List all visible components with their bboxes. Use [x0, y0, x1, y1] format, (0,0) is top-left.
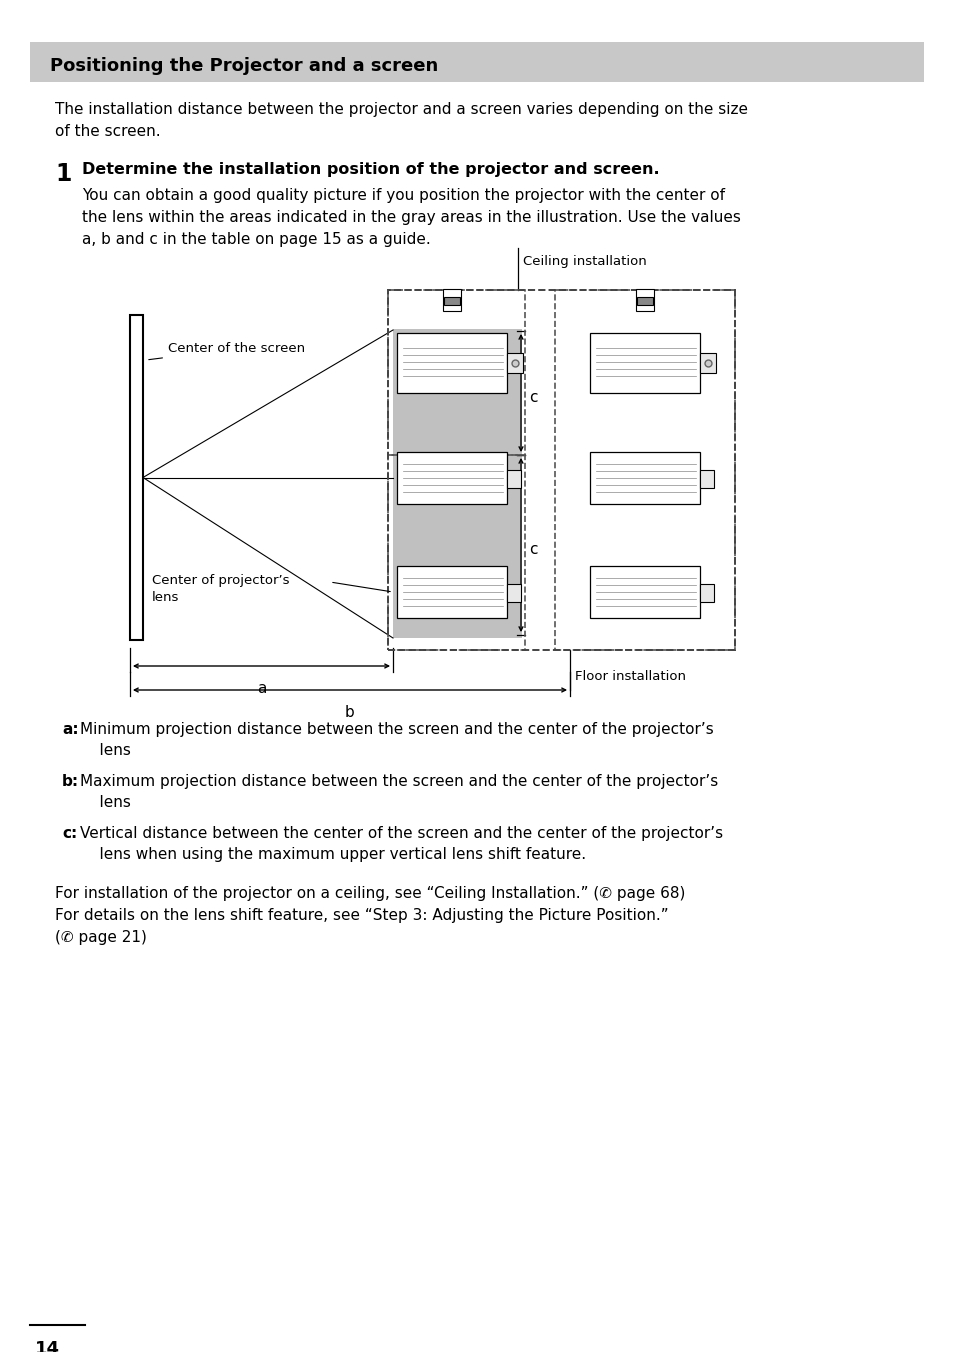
Bar — [30, 42, 923, 82]
Text: c: c — [529, 391, 537, 406]
Text: 14: 14 — [35, 1340, 60, 1352]
Bar — [700, 470, 713, 488]
Text: a: a — [256, 681, 266, 696]
Bar — [506, 353, 522, 373]
Text: a:: a: — [62, 722, 78, 737]
Text: Floor installation: Floor installation — [575, 671, 685, 683]
Bar — [396, 333, 506, 393]
Text: You can obtain a good quality picture if you position the projector with the cen: You can obtain a good quality picture if… — [82, 188, 740, 247]
Text: Center of the screen: Center of the screen — [149, 342, 305, 360]
Bar — [589, 452, 700, 504]
Bar — [388, 289, 524, 456]
Bar — [396, 452, 506, 504]
Bar — [700, 584, 713, 602]
Text: Determine the installation position of the projector and screen.: Determine the installation position of t… — [82, 162, 659, 177]
Bar — [700, 353, 716, 373]
Bar — [506, 584, 520, 602]
Bar — [396, 566, 506, 618]
Bar — [130, 315, 143, 639]
Bar — [388, 456, 524, 650]
Text: The installation distance between the projector and a screen varies depending on: The installation distance between the pr… — [55, 101, 747, 139]
Text: Minimum projection distance between the screen and the center of the projector’s: Minimum projection distance between the … — [80, 722, 713, 758]
Text: Positioning the Projector and a screen: Positioning the Projector and a screen — [50, 57, 437, 74]
Bar — [393, 329, 521, 638]
Text: Maximum projection distance between the screen and the center of the projector’s: Maximum projection distance between the … — [80, 773, 718, 810]
Text: 1: 1 — [55, 162, 71, 187]
Text: For installation of the projector on a ceiling, see “Ceiling Installation.” (✆ p: For installation of the projector on a c… — [55, 886, 684, 945]
Text: Center of projector’s
lens: Center of projector’s lens — [152, 575, 289, 604]
Bar — [506, 470, 520, 488]
Bar — [442, 289, 460, 311]
Bar — [589, 566, 700, 618]
Text: c: c — [529, 542, 537, 557]
Text: Ceiling installation: Ceiling installation — [522, 256, 646, 268]
Text: b:: b: — [62, 773, 79, 790]
Text: c:: c: — [62, 826, 77, 841]
Bar — [637, 297, 652, 306]
Bar — [589, 333, 700, 393]
Bar — [388, 289, 734, 650]
Bar — [443, 297, 459, 306]
Text: b: b — [345, 704, 355, 721]
Bar — [636, 289, 654, 311]
Text: Vertical distance between the center of the screen and the center of the project: Vertical distance between the center of … — [80, 826, 722, 863]
Bar — [555, 289, 734, 650]
